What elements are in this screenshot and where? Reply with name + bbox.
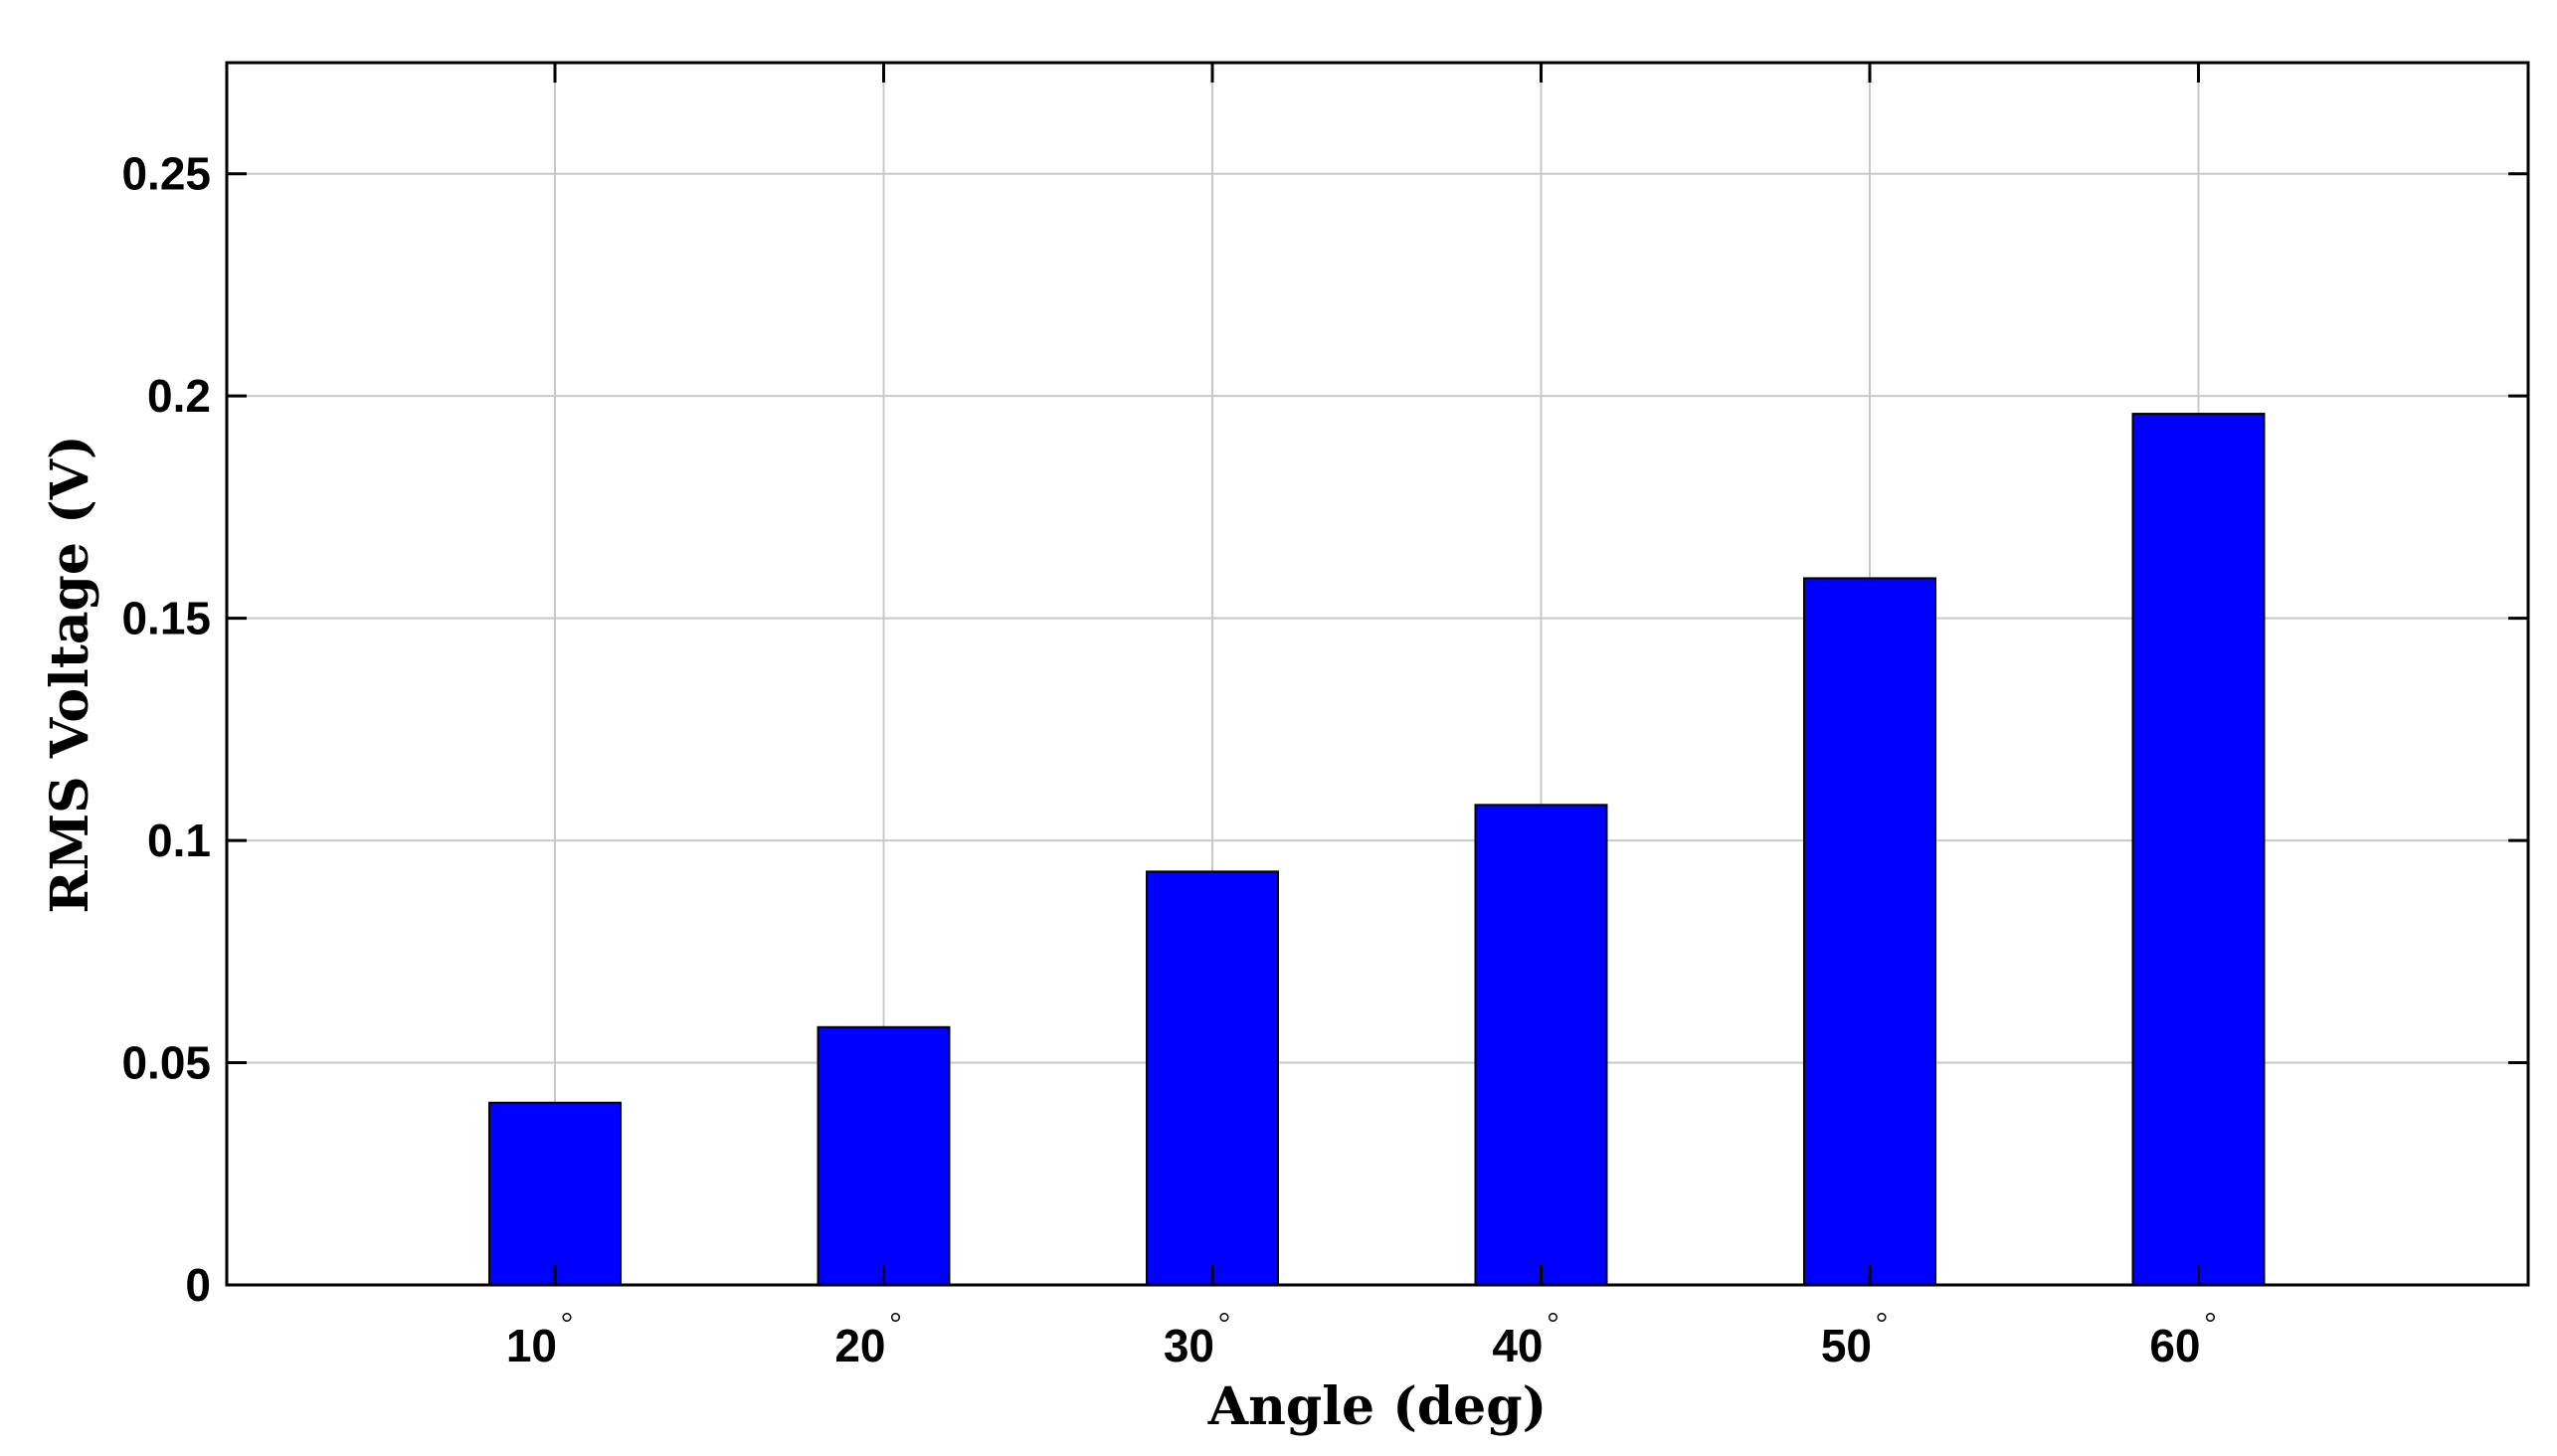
x-tick-label: 30: [1164, 1320, 1214, 1371]
degree-symbol: °: [1876, 1307, 1888, 1340]
x-tick-label-group: 50 °: [1821, 1307, 1888, 1371]
degree-symbol: °: [1548, 1307, 1559, 1340]
x-tick-label-group: 30 °: [1164, 1307, 1230, 1371]
x-tick-label: 10: [506, 1320, 557, 1371]
x-tick-label: 40: [1492, 1320, 1543, 1371]
x-axis-label: Angle (deg): [1207, 1376, 1547, 1437]
x-tick-label-group: 10 °: [506, 1307, 573, 1371]
bar: [488, 1101, 622, 1286]
y-tick-label: 0.25: [121, 148, 211, 200]
degree-symbol: °: [2205, 1307, 2217, 1340]
degree-symbol: °: [561, 1307, 573, 1340]
x-tick-labels: 10 ° 20 ° 30 ° 40 ° 50 ° 60 °: [506, 1307, 2217, 1371]
bars: [488, 413, 2266, 1287]
y-tick-labels: 0 0.05 0.1 0.15 0.2 0.25: [121, 148, 211, 1311]
x-tick-label-group: 20 °: [834, 1307, 901, 1371]
degree-symbol: °: [1218, 1307, 1230, 1340]
bar: [1803, 577, 1936, 1286]
y-tick-label: 0.05: [121, 1037, 211, 1089]
x-tick-label: 60: [2149, 1320, 2200, 1371]
bar: [817, 1025, 951, 1286]
ticks: [227, 63, 2528, 1287]
bar: [2131, 413, 2266, 1287]
x-tick-label-group: 60 °: [2149, 1307, 2216, 1371]
bar: [1474, 804, 1608, 1286]
x-tick-label: 20: [834, 1320, 885, 1371]
y-tick-label: 0.2: [147, 370, 211, 422]
y-tick-label: 0.15: [121, 593, 211, 644]
bar: [1146, 870, 1279, 1287]
x-tick-label: 50: [1821, 1320, 1872, 1371]
y-axis-label: RMS Voltage (V): [40, 435, 100, 913]
x-tick-label-group: 40 °: [1492, 1307, 1558, 1371]
y-tick-label: 0: [185, 1259, 211, 1311]
degree-symbol: °: [890, 1307, 902, 1340]
y-tick-label: 0.1: [147, 815, 211, 866]
plot-frame: [225, 61, 2530, 1287]
